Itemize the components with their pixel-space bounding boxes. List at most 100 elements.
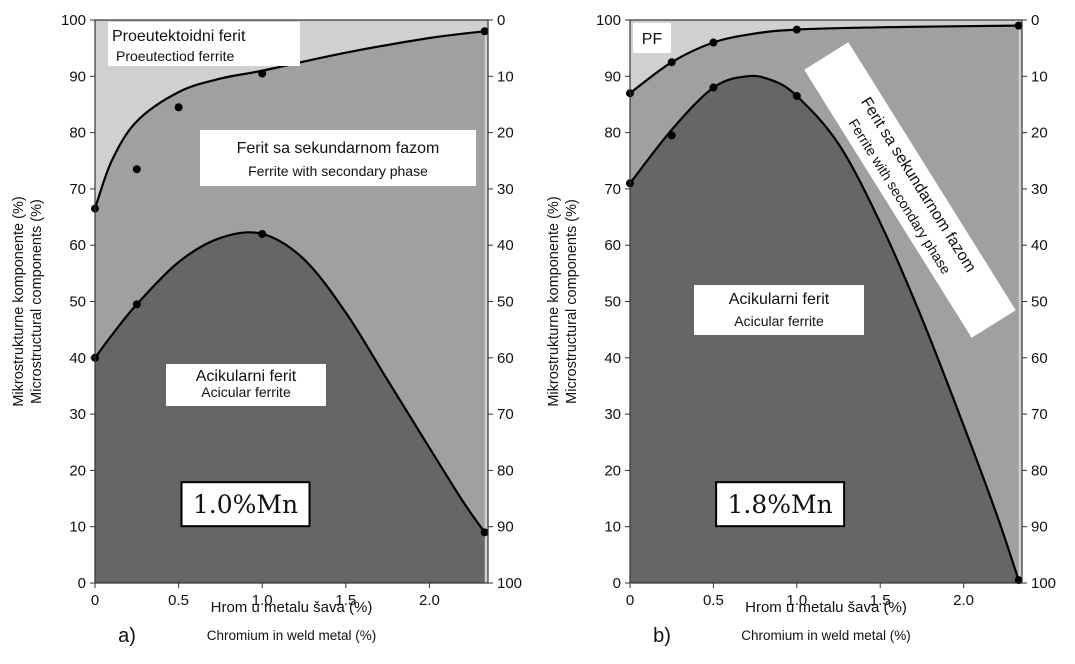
y-tick-label: 80 <box>604 125 621 142</box>
upper-data-point <box>1014 21 1023 30</box>
y-tick-label: 100 <box>61 12 86 29</box>
x-axis-label: Hrom u metalu šava (%) <box>211 599 373 616</box>
secondary-phase-label-box <box>804 42 1016 338</box>
y-right-tick-label: 20 <box>497 125 514 142</box>
panel-label: a) <box>118 625 136 647</box>
region-label-acicular: Acikularni ferit <box>729 291 830 308</box>
x-tick-label: 0.5 <box>703 592 724 609</box>
proeutectoid-label-box <box>108 22 300 66</box>
y-tick-label: 70 <box>604 181 621 198</box>
y-tick-label: 10 <box>69 519 86 536</box>
x-tick-label: 2.0 <box>953 592 974 609</box>
y-tick-label: 90 <box>604 68 621 85</box>
lower-data-point <box>667 131 676 140</box>
y-right-tick-label: 50 <box>497 294 514 311</box>
y-right-tick-label: 60 <box>1031 350 1048 367</box>
y-right-tick-label: 20 <box>1031 125 1048 142</box>
y-axis-label-en: Microstructural components (%) <box>564 199 580 404</box>
x-tick-label: 1.5 <box>335 592 356 609</box>
y-tick-label: 40 <box>69 350 86 367</box>
y-right-tick-label: 40 <box>497 237 514 254</box>
y-right-tick-label: 0 <box>1031 12 1039 29</box>
x-axis-label: Hrom u metalu šava (%) <box>745 599 907 616</box>
y-tick-label: 50 <box>69 294 86 311</box>
region-label-secondary-phase-en: Ferrite with secondary phase <box>248 163 428 179</box>
upper-data-point <box>258 69 267 78</box>
x-axis-label-en: Chromium in weld metal (%) <box>207 628 377 643</box>
y-tick-label: 0 <box>613 575 621 592</box>
region-label-proeutectoid-en: Proeutectiod ferrite <box>116 48 234 64</box>
y-right-tick-label: 90 <box>1031 519 1048 536</box>
upper-data-point <box>667 58 676 67</box>
region-label-acicular-en: Acicular ferrite <box>201 384 291 400</box>
y-tick-label: 20 <box>69 462 86 479</box>
secondary-phase-label-box <box>200 130 476 186</box>
lower-data-point <box>792 92 801 101</box>
x-axis-label-en: Chromium in weld metal (%) <box>741 628 911 643</box>
acicular-label-box <box>694 285 864 335</box>
y-tick-label: 80 <box>69 125 86 142</box>
y-tick-label: 20 <box>604 462 621 479</box>
lower-data-point <box>132 300 141 309</box>
region-label-secondary-phase: Ferit sa sekundarnom fazom <box>237 140 440 157</box>
x-tick-label: 0 <box>91 592 99 609</box>
y-tick-label: 50 <box>604 294 621 311</box>
x-tick-label: 0 <box>626 592 634 609</box>
x-tick-label: 0.5 <box>168 592 189 609</box>
mn-box <box>715 481 846 528</box>
y-right-tick-label: 30 <box>1031 181 1048 198</box>
mn-box <box>180 481 311 528</box>
lower-data-point <box>480 528 489 537</box>
y-axis-label-en: Microstructural components (%) <box>29 199 45 404</box>
x-tick-label: 1.0 <box>252 592 273 609</box>
y-tick-label: 60 <box>69 237 86 254</box>
y-right-tick-label: 90 <box>497 519 514 536</box>
y-right-tick-label: 100 <box>1031 575 1056 592</box>
y-axis-label: Mikrostrukturne komponente (%) <box>546 196 562 406</box>
y-tick-label: 10 <box>604 519 621 536</box>
y-right-tick-label: 80 <box>1031 462 1048 479</box>
acicular-label-box <box>166 364 326 406</box>
y-tick-label: 30 <box>604 406 621 423</box>
y-tick-label: 0 <box>78 575 86 592</box>
region-label-proeutectoid: Proeutektoidni ferit <box>112 28 246 45</box>
y-right-tick-label: 0 <box>497 12 505 29</box>
y-right-tick-label: 50 <box>1031 294 1048 311</box>
mn-box-label: 1.8%Mn <box>728 490 833 519</box>
upper-data-point <box>792 25 801 34</box>
x-tick-label: 2.0 <box>419 592 440 609</box>
y-right-tick-label: 30 <box>497 181 514 198</box>
y-right-tick-label: 70 <box>497 406 514 423</box>
upper-data-point <box>132 165 141 174</box>
x-tick-label: 1.5 <box>870 592 891 609</box>
y-tick-label: 40 <box>604 350 621 367</box>
upper-boundary-curve <box>93 30 485 209</box>
mn-box-label: 1.0%Mn <box>193 490 298 519</box>
y-tick-label: 90 <box>69 68 86 85</box>
upper-data-point <box>480 27 489 36</box>
upper-boundary-curve <box>629 24 1019 95</box>
y-right-tick-label: 80 <box>497 462 514 479</box>
y-right-tick-label: 60 <box>497 350 514 367</box>
pf-label-box <box>633 23 671 53</box>
y-right-tick-label: 10 <box>497 68 514 85</box>
y-tick-label: 70 <box>69 181 86 198</box>
y-tick-label: 30 <box>69 406 86 423</box>
region-label-acicular: Acikularni ferit <box>196 368 297 385</box>
panel-label: b) <box>653 625 671 647</box>
y-right-tick-label: 10 <box>1031 68 1048 85</box>
y-tick-label: 60 <box>604 237 621 254</box>
panel-b-chart: 0102030405060708090100100908070605040302… <box>546 12 1056 647</box>
y-right-tick-label: 40 <box>1031 237 1048 254</box>
y-right-tick-label: 100 <box>497 575 522 592</box>
lower-data-point <box>1014 576 1023 585</box>
y-axis-label: Mikrostrukturne komponente (%) <box>11 196 27 406</box>
region-label-pf: PF <box>642 31 663 48</box>
lower-data-point <box>709 83 718 92</box>
upper-data-point <box>709 38 718 47</box>
upper-data-point <box>174 103 183 112</box>
region-label-acicular-en: Acicular ferrite <box>734 313 824 329</box>
x-tick-label: 1.0 <box>786 592 807 609</box>
panel-a-chart: 0102030405060708090100100908070605040302… <box>11 12 522 647</box>
